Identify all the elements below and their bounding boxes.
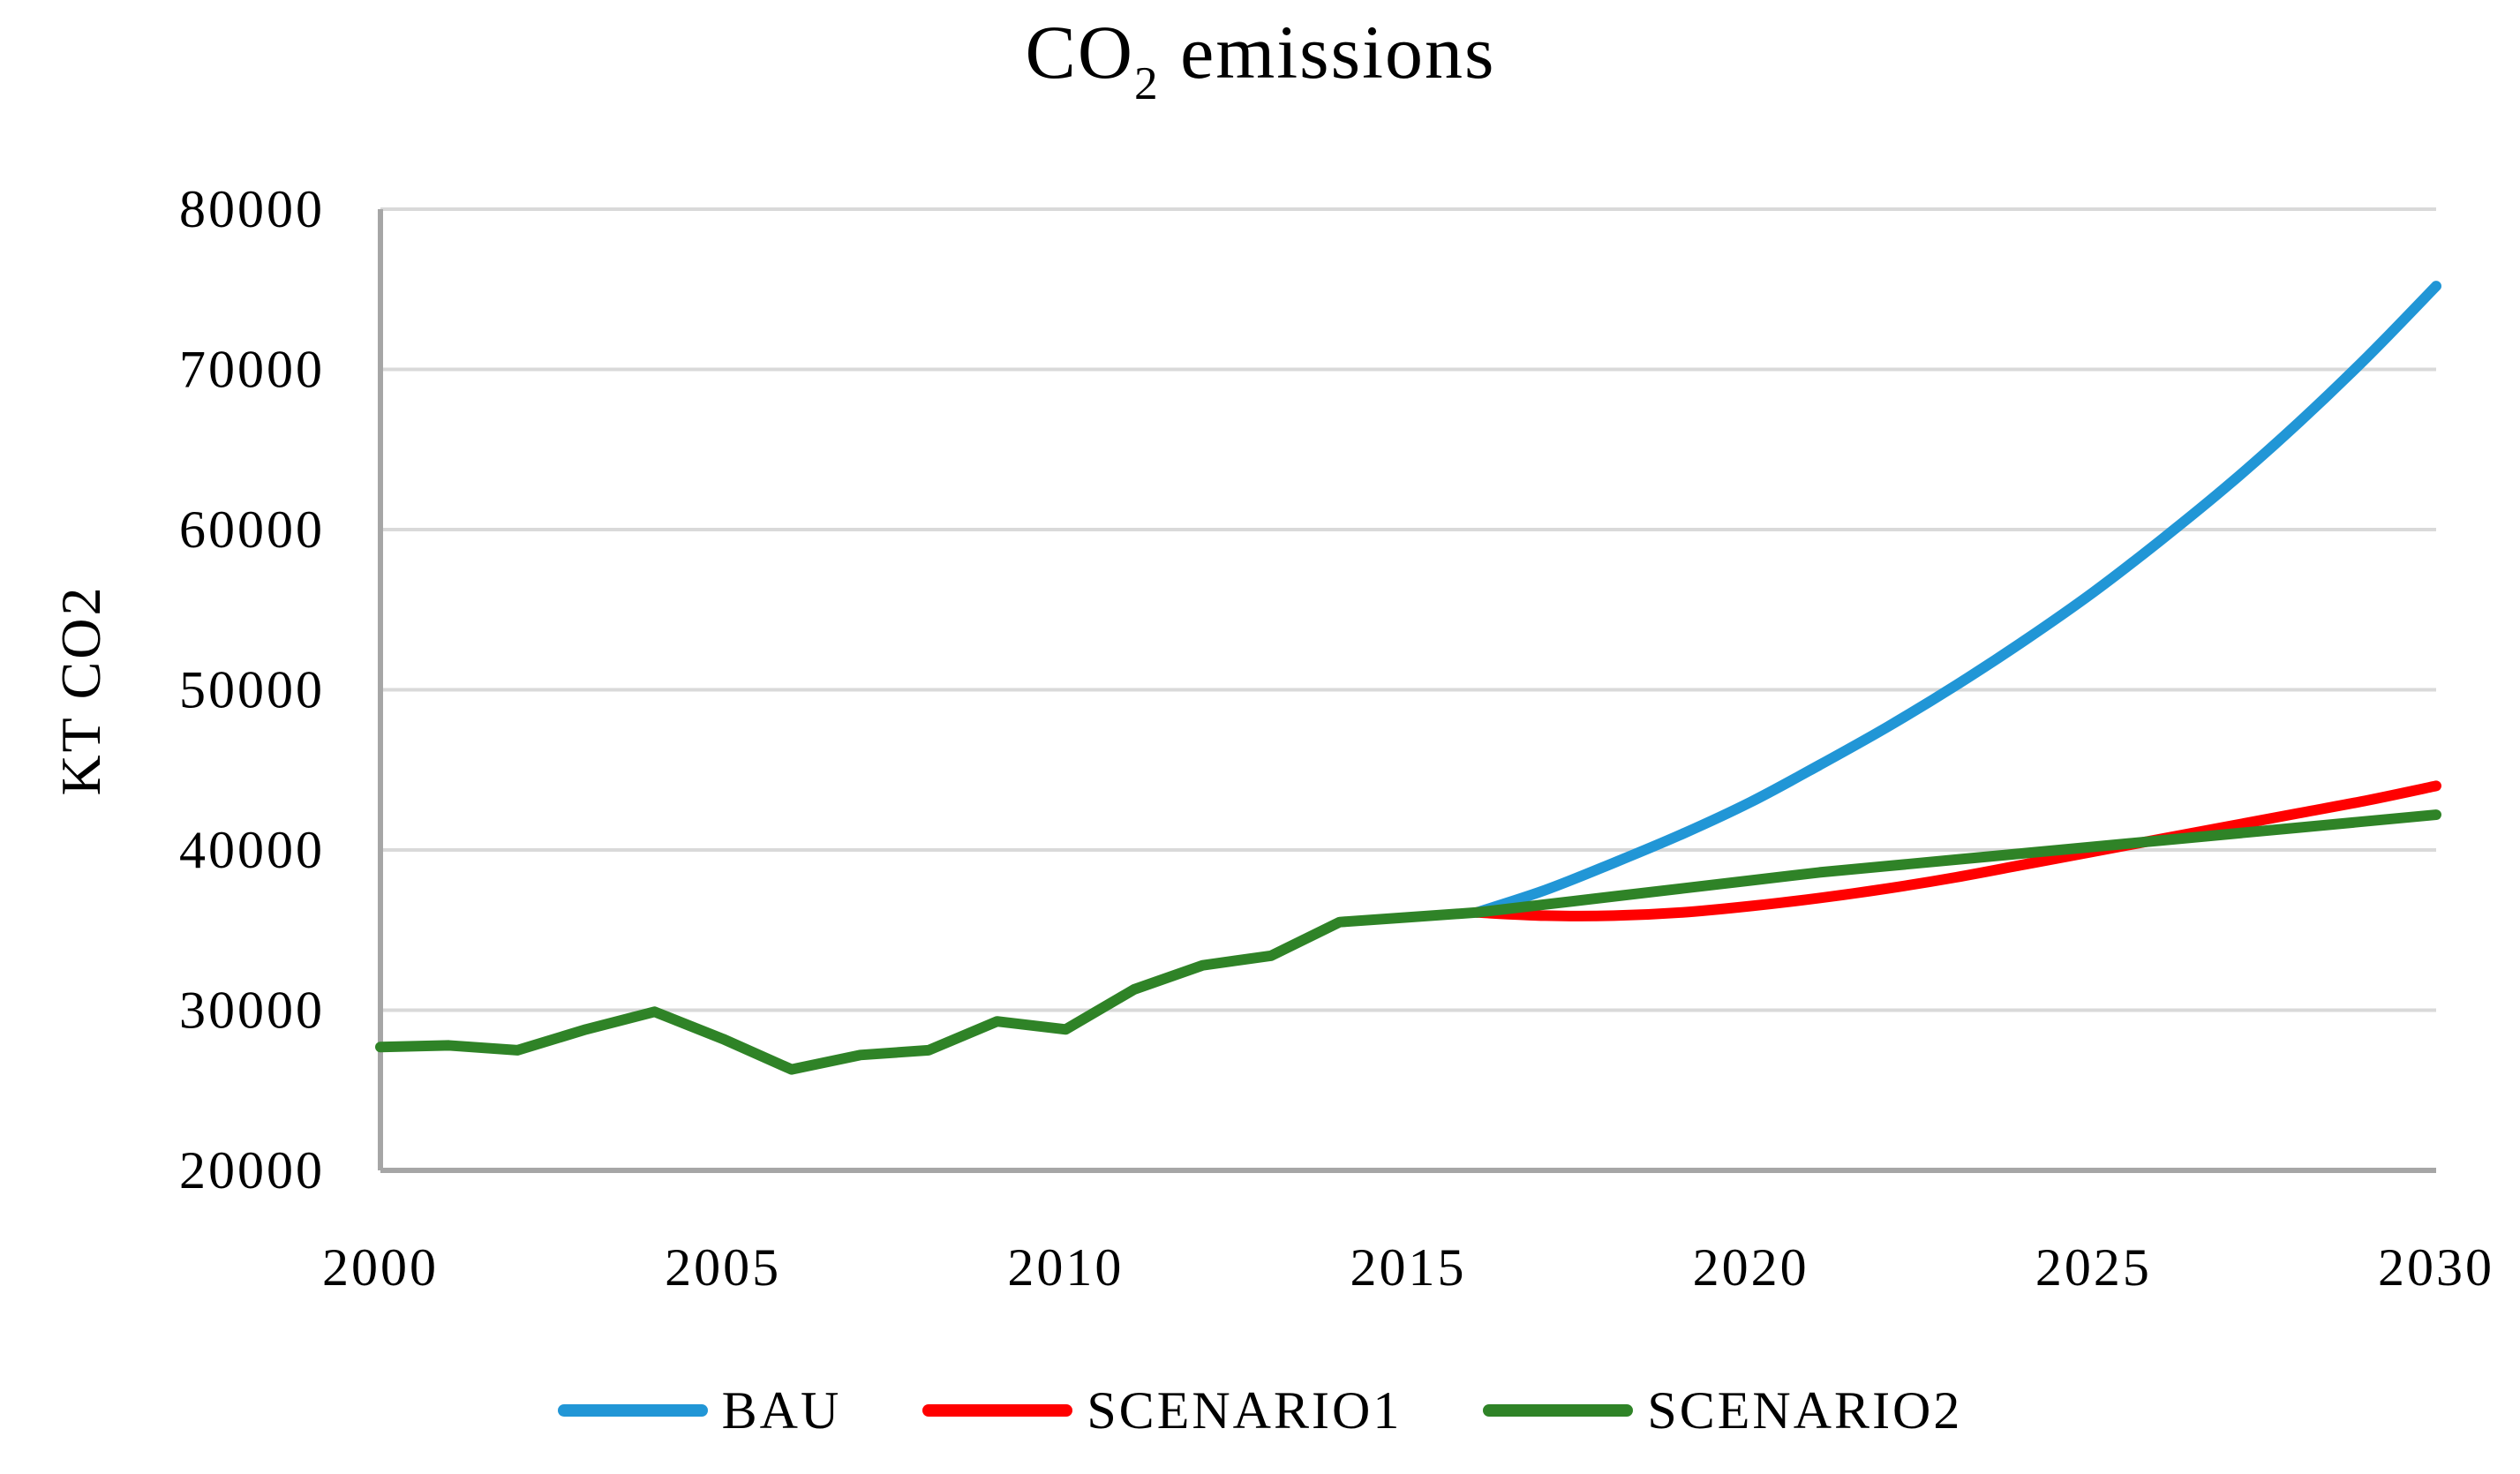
y-tick-label: 70000 xyxy=(179,341,325,399)
y-tick-label: 40000 xyxy=(179,821,325,879)
x-tick-label: 2015 xyxy=(1350,1238,1467,1297)
legend-item-scenario1: SCENARIO1 xyxy=(922,1380,1402,1441)
y-tick-label: 80000 xyxy=(179,180,325,238)
x-tick-label: 2020 xyxy=(1693,1238,1809,1297)
y-tick-label: 50000 xyxy=(179,661,325,719)
legend: BAU SCENARIO1 SCENARIO2 xyxy=(0,1366,2520,1455)
legend-label-scenario2: SCENARIO2 xyxy=(1647,1380,1963,1440)
x-tick-label: 2030 xyxy=(2378,1238,2494,1297)
legend-label-bau: BAU xyxy=(721,1380,842,1440)
chart-title-prefix: CO xyxy=(1025,10,1135,94)
y-tick-label: 30000 xyxy=(179,981,325,1040)
x-tick-label: 2010 xyxy=(1007,1238,1124,1297)
x-tick-label: 2025 xyxy=(2035,1238,2152,1297)
x-tick-label: 2005 xyxy=(665,1238,781,1297)
legend-label-scenario1: SCENARIO1 xyxy=(1087,1380,1403,1440)
y-tick-label: 60000 xyxy=(179,500,325,559)
legend-item-scenario2: SCENARIO2 xyxy=(1483,1380,1962,1441)
y-axis-title: KT CO2 xyxy=(49,584,112,796)
series-line-scenario1 xyxy=(1471,780,2441,921)
chart-title-subscript: 2 xyxy=(1134,56,1160,109)
chart-title: CO2 emissions xyxy=(1025,10,1496,107)
legend-item-bau: BAU xyxy=(557,1380,842,1441)
legend-swatch-bau xyxy=(557,1404,708,1417)
y-tick-label: 20000 xyxy=(179,1141,325,1200)
legend-swatch-scenario2 xyxy=(1483,1404,1634,1417)
series-line-bau xyxy=(1471,281,2441,918)
legend-swatch-scenario1 xyxy=(922,1404,1073,1417)
x-tick-label: 2000 xyxy=(322,1238,439,1297)
chart-title-suffix: emissions xyxy=(1159,10,1496,94)
series-line-scenario2 xyxy=(375,809,2441,1075)
